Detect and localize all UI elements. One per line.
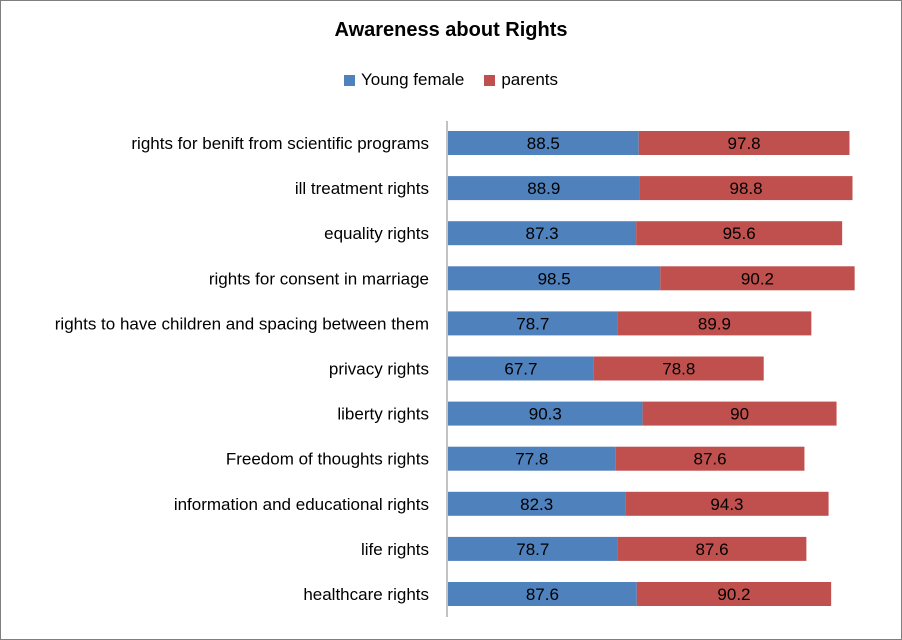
bar-parents-liberty-rights bbox=[642, 401, 837, 426]
bar-young-female-rights-for-benift-from-scientific-programs bbox=[448, 131, 639, 155]
data-label-parents-information-and-educational-rights: 94.3 bbox=[710, 495, 743, 514]
bar-parents-rights-for-benift-from-scientific-programs bbox=[638, 131, 850, 155]
data-label-parents-freedom-of-thoughts-rights: 87.6 bbox=[694, 450, 727, 469]
bar-parents-healthcare-rights bbox=[636, 582, 832, 606]
data-label-young-female-equality-rights: 87.3 bbox=[526, 224, 559, 243]
data-label-young-female-rights-for-benift-from-scientific-programs: 88.5 bbox=[527, 134, 560, 153]
category-label-freedom-of-thoughts-rights: Freedom of thoughts rights bbox=[226, 450, 429, 469]
bar-young-female-freedom-of-thoughts-rights bbox=[448, 446, 616, 471]
legend-item-young-female: Young female bbox=[343, 70, 465, 90]
category-label-liberty-rights: liberty rights bbox=[337, 405, 429, 424]
bar-young-female-ill-treatment-rights bbox=[448, 176, 640, 201]
category-label-rights-to-have-children-and-spacing-between-them: rights to have children and spacing betw… bbox=[55, 314, 429, 333]
data-label-parents-rights-for-consent-in-marriage: 90.2 bbox=[741, 269, 774, 288]
legend-swatch-parents bbox=[484, 74, 496, 86]
bar-young-female-rights-for-consent-in-marriage bbox=[448, 266, 661, 291]
data-label-young-female-ill-treatment-rights: 88.9 bbox=[527, 179, 560, 198]
bar-young-female-equality-rights bbox=[448, 221, 637, 246]
data-label-parents-rights-to-have-children-and-spacing-between-them: 89.9 bbox=[698, 314, 731, 333]
data-label-parents-equality-rights: 95.6 bbox=[723, 224, 756, 243]
bar-parents-information-and-educational-rights bbox=[625, 491, 829, 516]
category-label-ill-treatment-rights: ill treatment rights bbox=[295, 179, 429, 198]
data-label-young-female-rights-to-have-children-and-spacing-between-them: 78.7 bbox=[516, 314, 549, 333]
category-label-rights-for-benift-from-scientific-programs: rights for benift from scientific progra… bbox=[131, 134, 429, 153]
data-label-parents-healthcare-rights: 90.2 bbox=[717, 585, 750, 604]
bar-young-female-liberty-rights bbox=[448, 401, 643, 426]
data-label-young-female-healthcare-rights: 87.6 bbox=[526, 585, 559, 604]
category-label-rights-for-consent-in-marriage: rights for consent in marriage bbox=[209, 269, 429, 288]
chart-title: Awareness about Rights bbox=[334, 19, 568, 41]
category-label-equality-rights: equality rights bbox=[324, 224, 429, 243]
bar-young-female-healthcare-rights bbox=[448, 582, 637, 606]
category-label-information-and-educational-rights: information and educational rights bbox=[174, 495, 429, 514]
legend-swatch-young-female bbox=[343, 74, 355, 86]
bar-parents-rights-for-consent-in-marriage bbox=[660, 266, 855, 291]
bar-parents-equality-rights bbox=[636, 221, 843, 246]
data-label-parents-rights-for-benift-from-scientific-programs: 97.8 bbox=[728, 134, 761, 153]
data-label-young-female-privacy-rights: 67.7 bbox=[504, 360, 537, 379]
data-label-parents-ill-treatment-rights: 98.8 bbox=[729, 179, 762, 198]
bar-young-female-information-and-educational-rights bbox=[448, 491, 626, 516]
bar-young-female-rights-to-have-children-and-spacing-between-them bbox=[448, 311, 618, 336]
bar-parents-privacy-rights bbox=[593, 356, 764, 381]
bar-parents-freedom-of-thoughts-rights bbox=[615, 446, 805, 471]
category-label-privacy-rights: privacy rights bbox=[329, 360, 429, 379]
category-label-life-rights: life rights bbox=[361, 540, 429, 559]
bar-young-female-privacy-rights bbox=[448, 356, 594, 381]
bar-parents-life-rights bbox=[617, 536, 807, 561]
category-label-healthcare-rights: healthcare rights bbox=[303, 585, 429, 604]
bar-parents-rights-to-have-children-and-spacing-between-them bbox=[617, 311, 812, 336]
data-label-young-female-information-and-educational-rights: 82.3 bbox=[520, 495, 553, 514]
data-label-young-female-liberty-rights: 90.3 bbox=[529, 405, 562, 424]
data-label-parents-liberty-rights: 90 bbox=[730, 405, 749, 424]
data-label-young-female-life-rights: 78.7 bbox=[516, 540, 549, 559]
data-label-young-female-rights-for-consent-in-marriage: 98.5 bbox=[538, 269, 571, 288]
bar-young-female-life-rights bbox=[448, 536, 618, 561]
legend: Young female parents bbox=[1, 70, 901, 90]
legend-item-parents: parents bbox=[484, 70, 558, 90]
data-label-parents-life-rights: 87.6 bbox=[695, 540, 728, 559]
legend-label-young-female: Young female bbox=[360, 70, 465, 89]
data-label-young-female-freedom-of-thoughts-rights: 77.8 bbox=[515, 450, 548, 469]
data-label-parents-privacy-rights: 78.8 bbox=[662, 360, 695, 379]
legend-label-parents: parents bbox=[501, 70, 559, 89]
bar-parents-ill-treatment-rights bbox=[639, 176, 853, 201]
